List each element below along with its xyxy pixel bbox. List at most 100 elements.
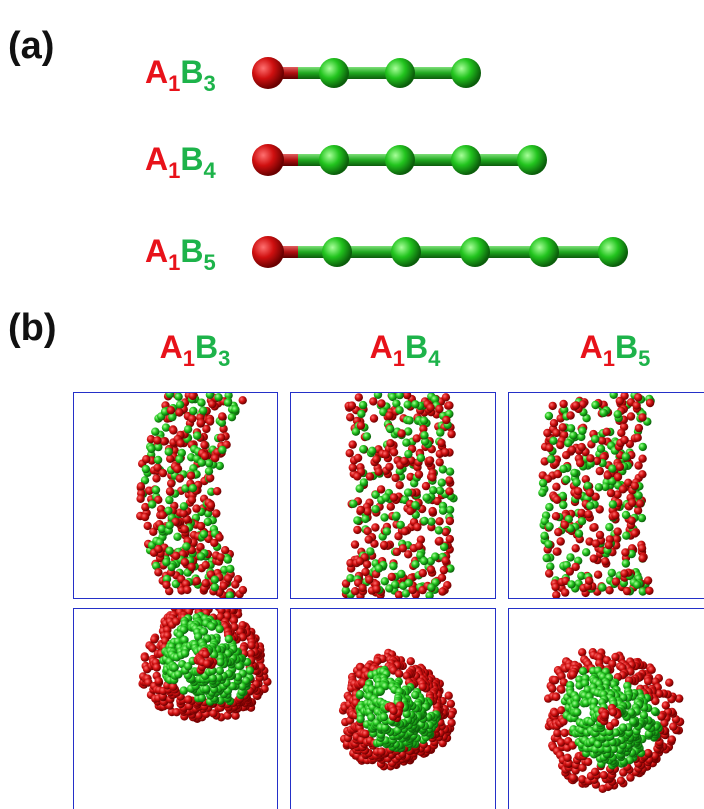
bead (144, 522, 152, 530)
side-view (342, 391, 458, 601)
bead (610, 391, 618, 399)
bead (634, 393, 642, 401)
bead (187, 472, 195, 480)
bead (349, 440, 357, 448)
bead (200, 530, 208, 538)
bead (218, 412, 226, 420)
bead (435, 405, 443, 413)
bead (662, 701, 670, 709)
bead (404, 401, 412, 409)
bead (188, 563, 196, 571)
bead (445, 487, 453, 495)
bead (372, 455, 380, 463)
bead (370, 414, 378, 422)
bead (360, 478, 368, 486)
bead (567, 580, 575, 588)
bead (669, 722, 677, 730)
bead (601, 711, 609, 719)
bead (572, 478, 580, 486)
bead (592, 539, 600, 547)
bead (411, 501, 419, 509)
bead (545, 444, 553, 452)
bead (377, 687, 385, 695)
bead (141, 513, 149, 521)
label-b-sub: 3 (203, 71, 215, 96)
bead (380, 513, 388, 521)
bead (638, 470, 646, 478)
bead (420, 431, 428, 439)
bead (405, 416, 413, 424)
label-a: A (145, 141, 168, 177)
bead (636, 499, 644, 507)
label-b: B (615, 329, 638, 365)
bead (206, 391, 214, 399)
bead (402, 439, 410, 447)
bead (182, 542, 190, 550)
bead (573, 708, 581, 716)
bead (609, 708, 617, 716)
bead (201, 596, 209, 604)
bead (136, 495, 144, 503)
bead (372, 585, 380, 593)
bead (566, 567, 574, 575)
bead (397, 429, 405, 437)
bead (569, 774, 577, 782)
bead (212, 601, 220, 609)
bead (354, 454, 362, 462)
bead (216, 658, 224, 666)
bead (578, 648, 586, 656)
bead (209, 598, 217, 606)
bead (567, 424, 575, 432)
bead (383, 527, 391, 535)
bead (609, 500, 617, 508)
bead (446, 468, 454, 476)
bead (395, 406, 403, 414)
bead (390, 493, 398, 501)
bead (377, 485, 385, 493)
bead (547, 455, 555, 463)
label-b-sub: 5 (638, 346, 650, 371)
bead (415, 542, 423, 550)
bead (572, 401, 580, 409)
bead (353, 526, 361, 534)
bead (445, 401, 453, 409)
bead (192, 504, 200, 512)
bead (197, 552, 205, 560)
bead (392, 512, 400, 520)
panel-label: (a) (8, 25, 54, 67)
bead (428, 507, 436, 515)
bead (162, 558, 170, 566)
bead (247, 641, 255, 649)
bead (585, 577, 593, 585)
bead (191, 593, 199, 601)
molecule-label: A1B4 (370, 329, 441, 371)
bead-b (319, 58, 349, 88)
bead (577, 572, 585, 580)
bead (539, 479, 547, 487)
bead (399, 544, 407, 552)
bead (359, 401, 367, 409)
bead (166, 455, 174, 463)
bead (220, 598, 228, 606)
bead (617, 777, 625, 785)
bead (420, 557, 428, 565)
bead (179, 509, 187, 517)
bead (545, 569, 553, 577)
bead (438, 587, 446, 595)
bead-b (391, 237, 421, 267)
bead-b (529, 237, 559, 267)
bead (184, 695, 192, 703)
bead (619, 485, 627, 493)
bead (401, 527, 409, 535)
bead-b (451, 145, 481, 175)
bead (154, 568, 162, 576)
bead (152, 474, 160, 482)
bead (404, 450, 412, 458)
bead (600, 409, 608, 417)
bead (231, 405, 239, 413)
bead (365, 535, 373, 543)
bead (176, 439, 184, 447)
bead (601, 557, 609, 565)
bead (614, 527, 622, 535)
bead (621, 548, 629, 556)
